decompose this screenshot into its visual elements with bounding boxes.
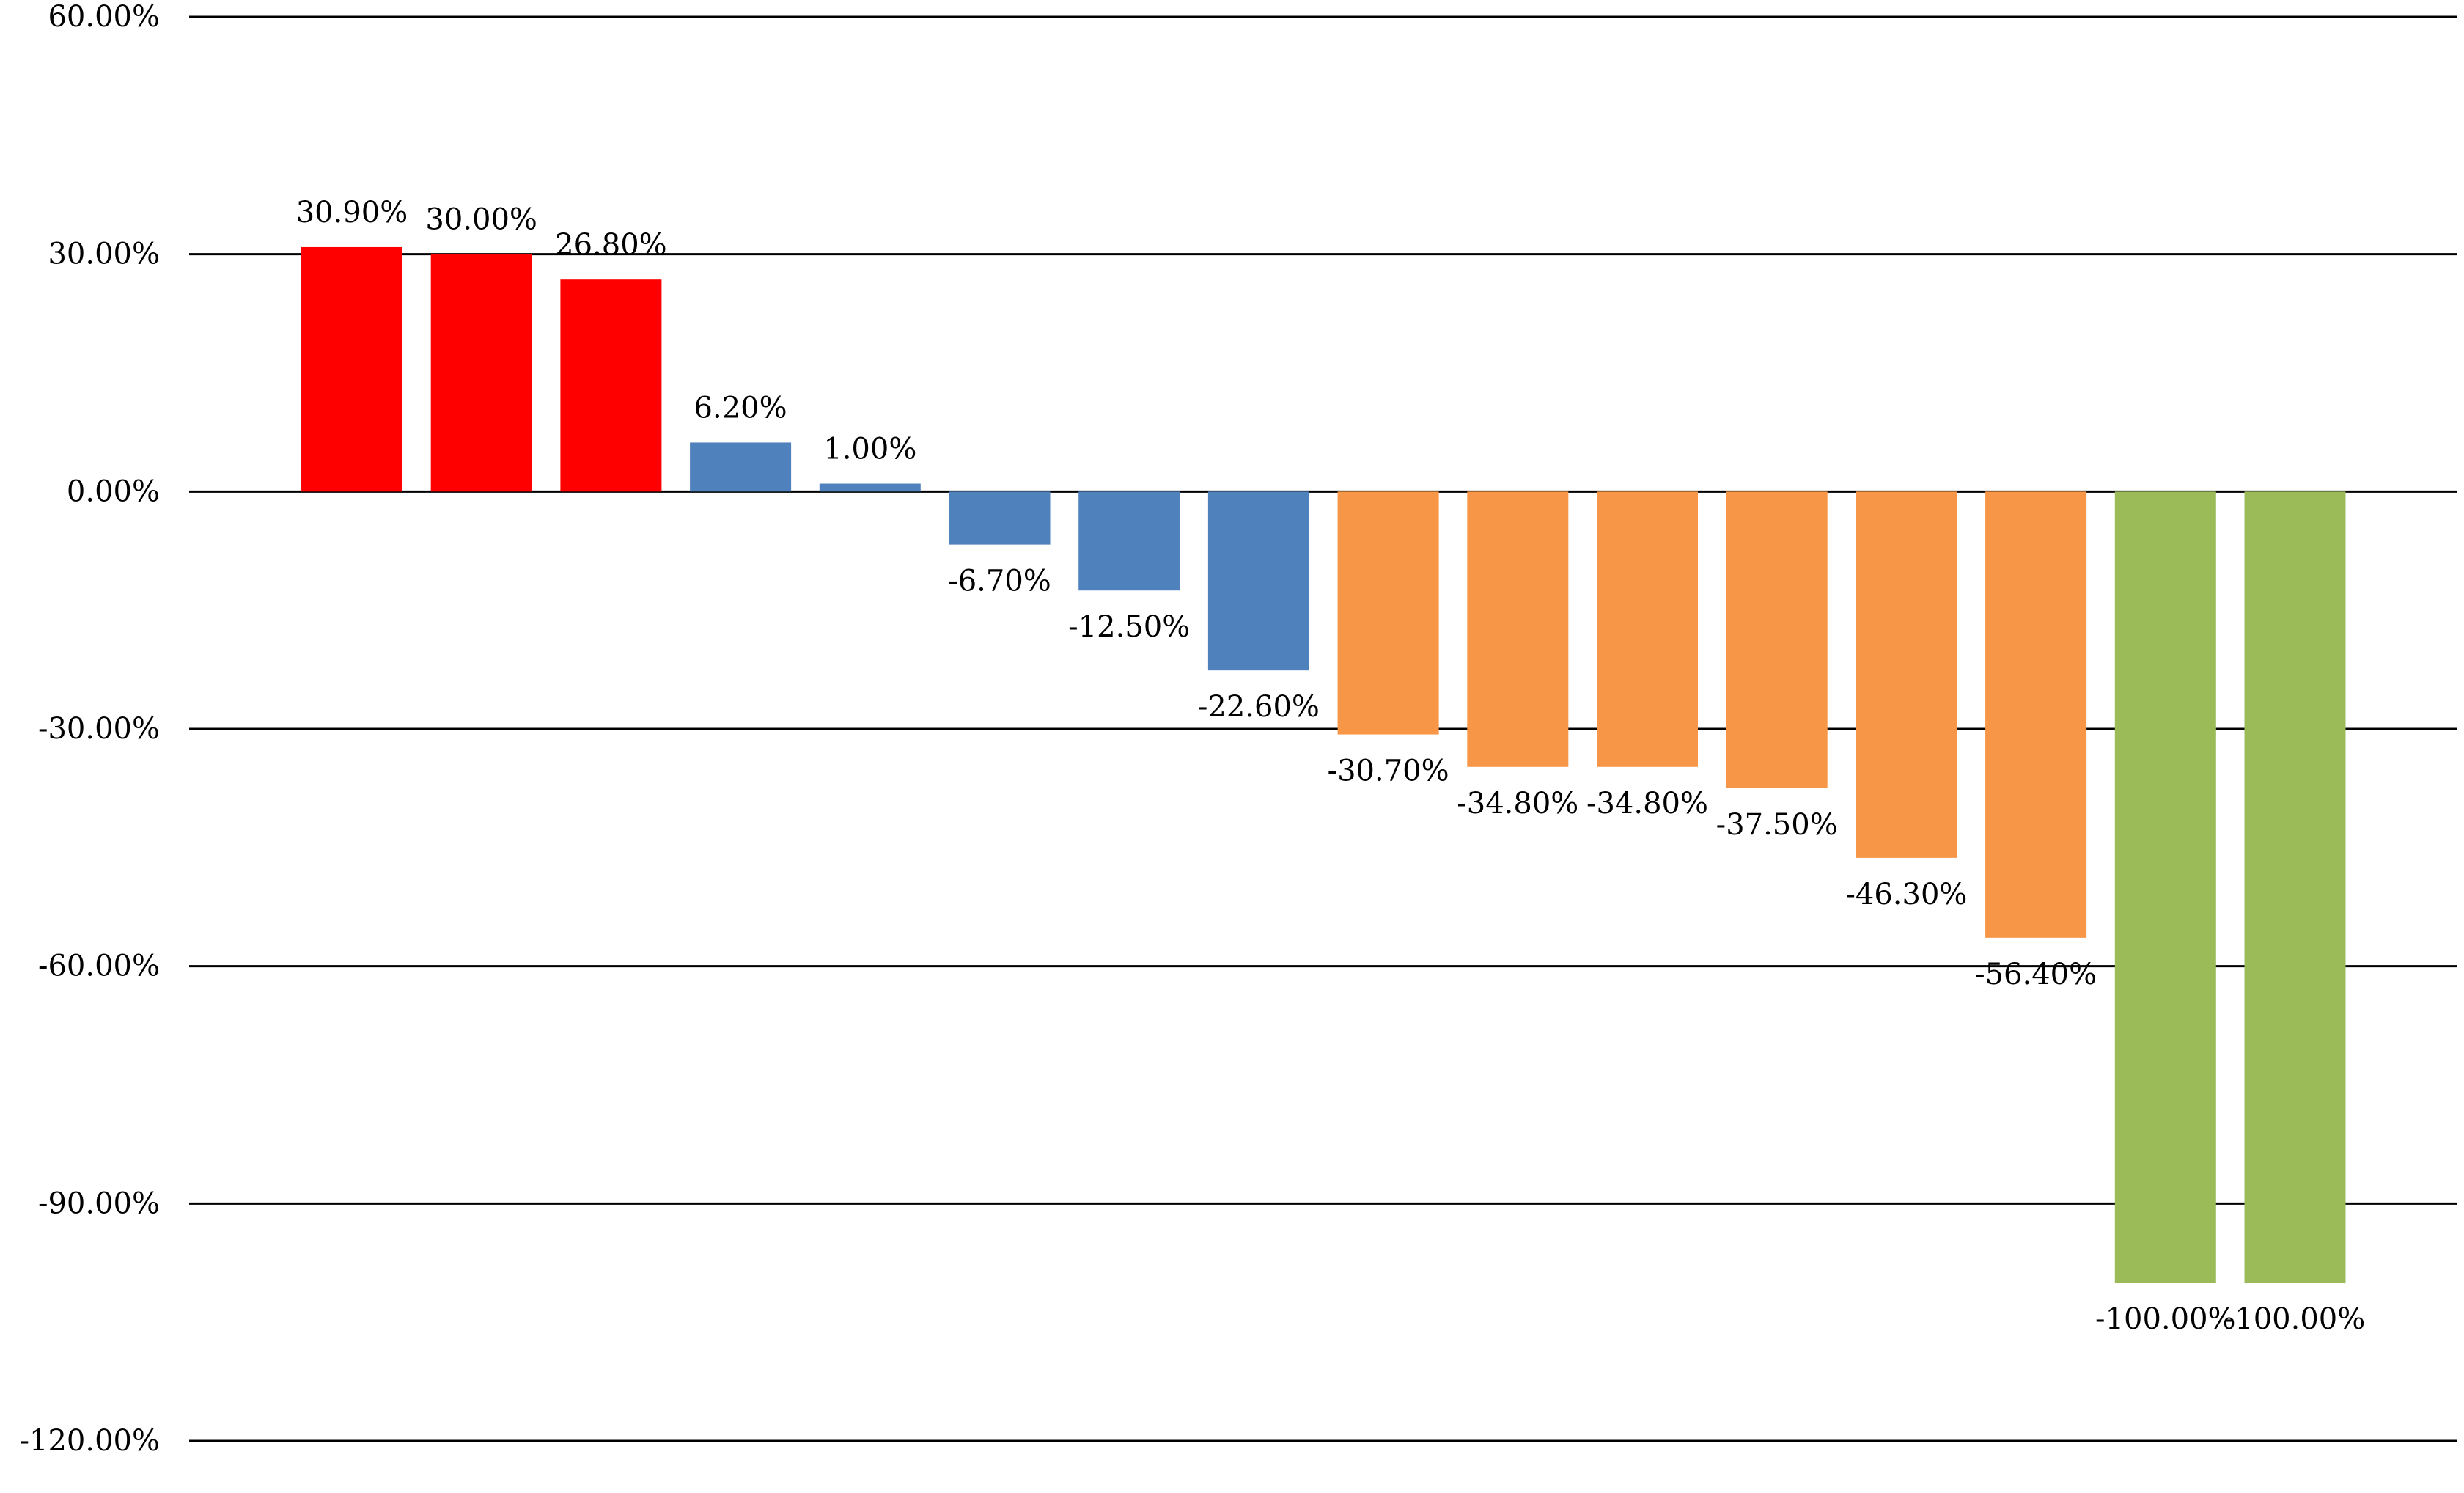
y-tick-label: 60.00% (48, 0, 160, 34)
bar (690, 442, 792, 492)
data-label: 26.80% (555, 228, 667, 262)
bar (430, 254, 532, 492)
data-label: -30.70% (1328, 755, 1449, 788)
bar (2114, 491, 2216, 1283)
data-label: -100.00% (2095, 1302, 2235, 1336)
bar (819, 483, 921, 492)
bar (560, 279, 662, 492)
data-label: -12.50% (1068, 610, 1190, 644)
data-label: -22.60% (1198, 690, 1320, 724)
data-label: 30.90% (296, 196, 408, 230)
y-tick-label: 0.00% (67, 474, 160, 508)
bar (1985, 491, 2087, 938)
data-label: -34.80% (1457, 787, 1578, 821)
data-label: 30.00% (425, 203, 537, 237)
bars (301, 246, 2346, 1283)
data-label: -37.50% (1716, 808, 1838, 842)
bar (1856, 491, 1957, 858)
bar (2244, 491, 2346, 1283)
data-label: -6.70% (948, 565, 1051, 598)
data-label: 6.20% (694, 391, 787, 425)
y-tick-label: 30.00% (48, 238, 160, 271)
y-tick-label: -60.00% (38, 950, 160, 983)
bar (301, 246, 402, 492)
bar (1597, 491, 1698, 767)
data-label: -46.30% (1845, 878, 1967, 911)
bar (1078, 491, 1180, 591)
data-label: -34.80% (1586, 787, 1708, 821)
bar (1207, 491, 1309, 671)
data-label: -56.40% (1975, 958, 2097, 991)
bar (1337, 491, 1439, 735)
y-tick-label: -120.00% (20, 1424, 160, 1458)
data-labels: 30.90% 30.00% 26.80% 6.20% 1.00% -6.70% -12.50… (296, 196, 2366, 1336)
data-label: 1.00% (823, 433, 916, 466)
y-tick-label: -30.00% (38, 712, 160, 746)
y-tick-label: -90.00% (38, 1186, 160, 1220)
bar (1726, 491, 1828, 788)
bar (949, 491, 1051, 545)
y-axis-tick-labels: 60.00% 30.00% 0.00% -30.00% -60.00% -90.00% -1… (20, 0, 160, 1458)
data-label: -100.00% (2225, 1302, 2365, 1336)
bar (1467, 491, 1569, 767)
